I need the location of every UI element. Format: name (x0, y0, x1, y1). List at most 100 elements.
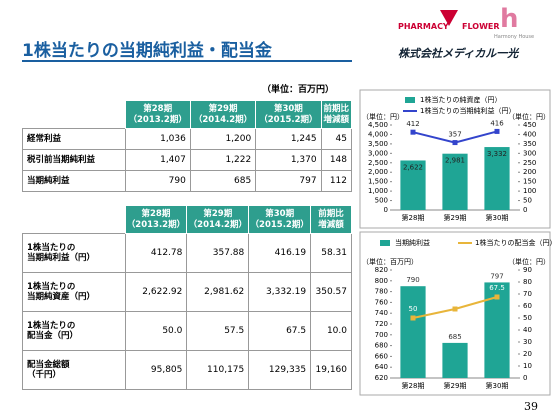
cell: 95,805 (124, 350, 188, 390)
y-tick-label: 1,500 (368, 178, 388, 186)
x-tick-label: 第30期 (486, 381, 509, 390)
y2-tick-label: 350 (523, 140, 536, 148)
cell: 685 (189, 170, 257, 192)
y-tick-label: 0 (384, 206, 388, 214)
cell: 10.0 (310, 311, 352, 351)
bar-label: 3,332 (487, 150, 507, 158)
cell: 148 (320, 149, 353, 171)
cell: 2,622.92 (124, 272, 188, 312)
y-tick-label: 640 (375, 363, 388, 371)
column-period: （2014.2期） (193, 114, 253, 125)
line-marker (494, 294, 500, 300)
column-term: 第29期 (208, 103, 238, 114)
y2-axis-label: （単位：円） (508, 257, 550, 266)
y-tick-label: 820 (375, 266, 388, 274)
cell: 1,222 (189, 149, 257, 171)
data-row: 当期純利益 790 685 797 112 (22, 170, 353, 192)
line-label: 412 (406, 120, 419, 128)
column-header: 前期比 増減額 (320, 100, 353, 129)
row-label-line: 1株当たりの (27, 321, 76, 331)
cell: 67.5 (248, 311, 312, 351)
y2-tick-label: 0 (523, 206, 527, 214)
row-label-line: 税引前当期純利益 (27, 155, 96, 165)
x-tick-label: 第28期 (402, 213, 425, 222)
y2-tick-label: 90 (523, 266, 532, 274)
data-row: 経常利益 1,036 1,200 1,245 45 (22, 128, 353, 150)
column-term: 前期比 (318, 208, 344, 219)
row-label-line: 当期純利益 (27, 176, 70, 186)
line-marker (494, 128, 500, 134)
cell: 797 (255, 170, 322, 192)
cell: 112 (320, 170, 353, 192)
row-label-line: 1株当たりの (27, 243, 76, 253)
x-tick-label: 第30期 (486, 213, 509, 222)
y-tick-label: 1,000 (368, 187, 388, 195)
line-label: 357 (448, 131, 461, 139)
logo-harmony: Harmony House (494, 34, 535, 40)
column-period: （2015.2期） (259, 114, 318, 125)
row-label: 税引前当期純利益 (22, 149, 126, 171)
column-period: （2013.2期） (126, 219, 186, 230)
bar (400, 160, 426, 210)
company: 株式会社メディカル一光 (398, 47, 519, 60)
y-tick-label: 800 (375, 277, 388, 285)
data-row: 1株当たりの 当期純利益（円） 412.78 357.88 416.19 58.31 (22, 233, 352, 273)
row-label: 経常利益 (22, 128, 126, 150)
x-tick-label: 第29期 (444, 381, 467, 390)
y2-tick-label: 20 (523, 350, 532, 358)
cell: 110,175 (186, 350, 250, 390)
data-row: 1株当たりの 当期純資産（円） 2,622.92 2,981.62 3,332.19 35… (22, 272, 352, 312)
cell: 57.5 (186, 311, 250, 351)
column-period: 増減額 (323, 114, 350, 125)
y-tick-label: 4,000 (368, 130, 388, 138)
cell: 1,036 (124, 128, 191, 150)
cell: 129,335 (248, 350, 312, 390)
y-tick-label: 660 (375, 352, 388, 360)
cell: 350.57 (310, 272, 352, 312)
row-label-line: 配当金（円） (27, 331, 79, 341)
cell: 58.31 (310, 233, 352, 273)
bar-label: 2,622 (403, 163, 423, 171)
y-tick-label: 3,000 (368, 149, 388, 157)
row-label: 1株当たりの 当期純利益（円） (22, 233, 126, 273)
cell: 416.19 (248, 233, 312, 273)
row-label-line: （千円） (27, 370, 62, 380)
corner-cell (22, 100, 125, 129)
cell: 45 (320, 128, 353, 150)
y-tick-label: 720 (375, 320, 388, 328)
line-label: 416 (490, 119, 504, 127)
y2-tick-label: 400 (523, 130, 536, 138)
y-axis-label: （単位：円） (362, 112, 404, 121)
cell: 2,981.62 (186, 272, 250, 312)
y2-tick-label: 50 (523, 314, 532, 322)
row-label: 当期純利益 (22, 170, 126, 192)
row-label: 1株当たりの 当期純資産（円） (22, 272, 126, 312)
y2-tick-label: 80 (523, 278, 532, 286)
y2-tick-label: 200 (523, 168, 536, 176)
legend-swatch (405, 97, 415, 103)
y2-tick-label: 300 (523, 149, 536, 157)
y2-tick-label: 40 (523, 326, 532, 334)
x-tick-label: 第28期 (402, 381, 425, 390)
bar-label: 797 (490, 272, 503, 280)
legend-label: 1株当たりの純資産（円） (420, 95, 501, 104)
title-rule (22, 60, 352, 62)
data-row: 配当金総額 （千円） 95,805 110,175 129,335 19,160 (22, 350, 352, 390)
logo-h: h (500, 4, 519, 34)
cell: 790 (124, 170, 191, 192)
cell: 19,160 (310, 350, 352, 390)
column-header: 第30期 （2015.2期） (248, 205, 312, 234)
bar (400, 286, 426, 378)
column-term: 第29期 (203, 208, 233, 219)
cell: 50.0 (124, 311, 188, 351)
y-tick-label: 680 (375, 342, 388, 350)
y2-axis-label: （単位：円） (508, 112, 550, 121)
y-axis-label: （単位：百万円） (362, 257, 418, 266)
cell: 1,370 (255, 149, 322, 171)
logo-mark (440, 10, 458, 26)
legend-swatch (380, 240, 390, 246)
row-label: 1株当たりの 配当金（円） (22, 311, 126, 351)
y2-tick-label: 150 (523, 178, 536, 186)
y-tick-label: 620 (375, 374, 388, 382)
